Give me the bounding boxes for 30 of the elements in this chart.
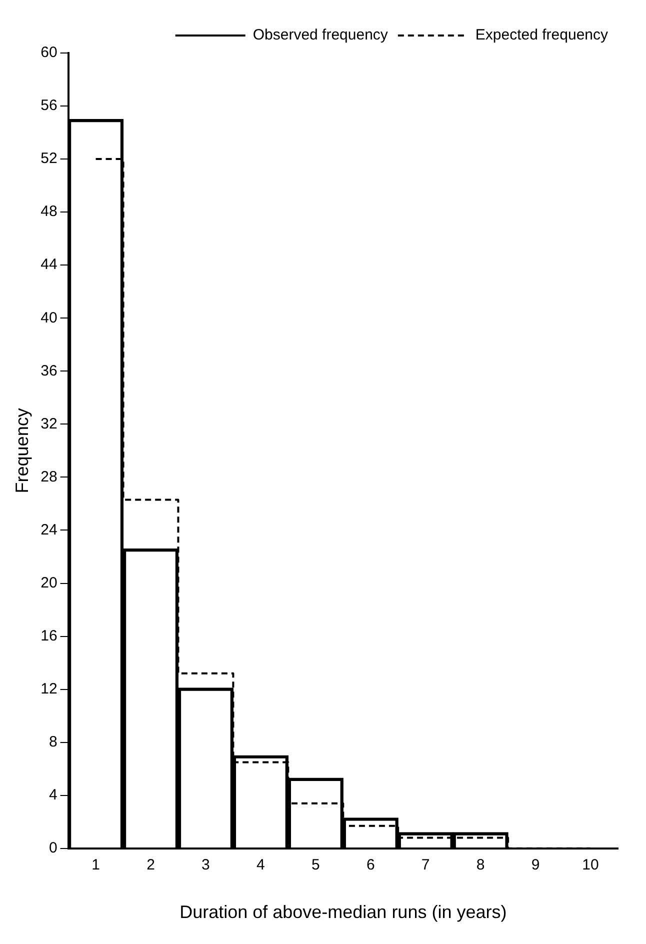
y-tick-label: 28 xyxy=(40,468,58,486)
y-tick-label: 48 xyxy=(40,203,58,220)
y-tick-label: 20 xyxy=(40,574,58,592)
y-tick-label: 52 xyxy=(40,150,58,168)
x-tick-label: 9 xyxy=(531,856,540,874)
legend-label: Expected frequency xyxy=(475,26,608,44)
x-tick-label: 6 xyxy=(366,856,375,874)
y-tick-label: 40 xyxy=(40,309,58,326)
y-tick-label: 24 xyxy=(40,521,58,538)
y-tick-label: 60 xyxy=(40,44,58,62)
x-tick-label: 10 xyxy=(582,856,599,874)
x-tick-label: 1 xyxy=(92,856,100,874)
y-tick-label: 8 xyxy=(48,733,58,750)
y-tick-label: 36 xyxy=(40,362,58,380)
x-tick-label: 3 xyxy=(202,856,210,874)
y-tick-label: 0 xyxy=(48,840,58,857)
x-axis-title: Duration of above-median runs (in years) xyxy=(180,902,507,922)
y-axis-title: Frequency xyxy=(12,408,32,494)
y-tick-label: 16 xyxy=(40,627,58,644)
x-tick-label: 8 xyxy=(476,856,485,874)
x-tick-label: 4 xyxy=(256,856,265,874)
x-tick-label: 2 xyxy=(146,856,155,874)
x-tick-label: 5 xyxy=(311,856,320,874)
y-tick-label: 44 xyxy=(40,256,58,274)
y-tick-label: 4 xyxy=(48,786,58,804)
y-tick-label: 32 xyxy=(40,415,58,432)
legend-label: Observed frequency xyxy=(252,26,388,44)
y-tick-label: 56 xyxy=(40,97,58,114)
x-tick-label: 7 xyxy=(421,856,430,874)
y-tick-label: 12 xyxy=(40,680,58,698)
